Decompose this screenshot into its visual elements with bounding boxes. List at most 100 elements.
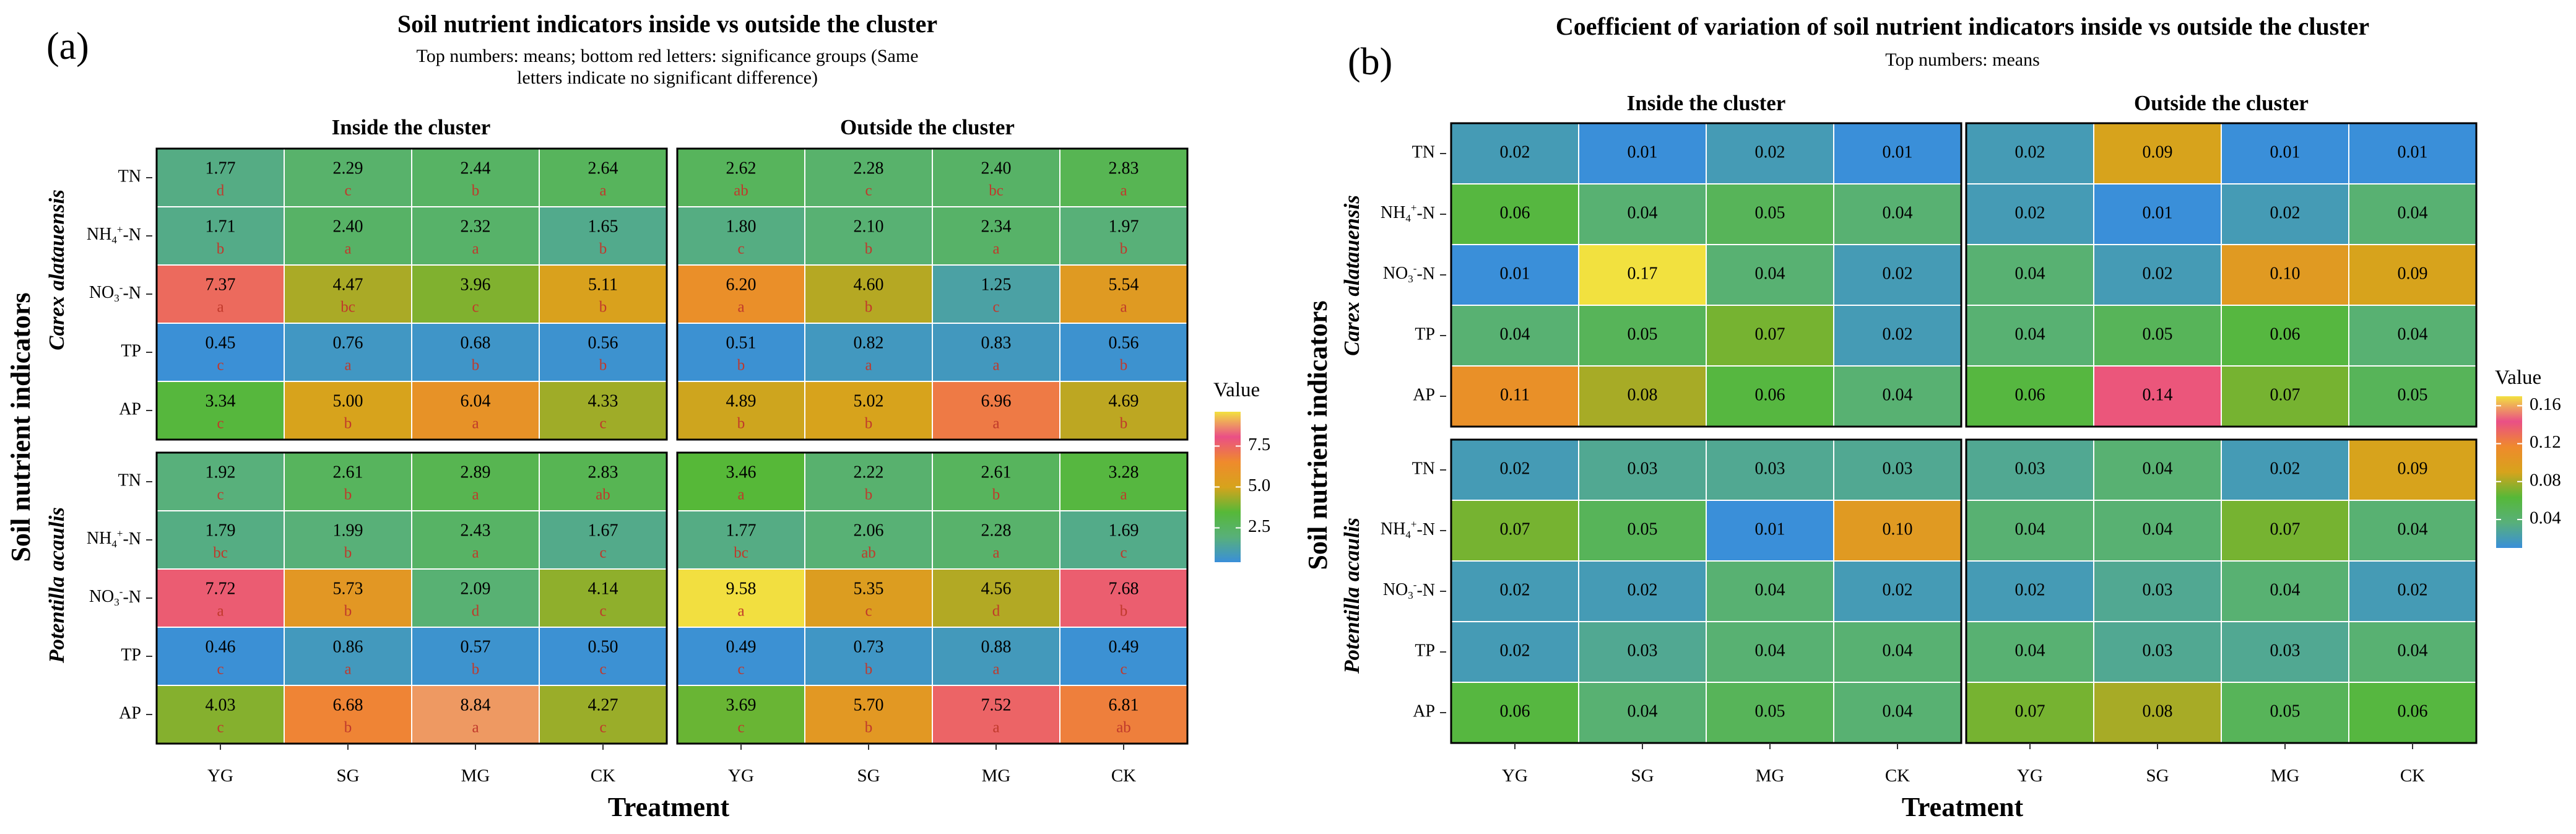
- heatmap-cell-group: d: [992, 602, 1000, 619]
- heatmap-cell: [2093, 500, 2222, 562]
- heatmap-cell-value: 0.02: [1883, 580, 1913, 599]
- heatmap-cell: [539, 510, 667, 570]
- heatmap-cell-group: ab: [861, 544, 876, 561]
- heatmap-cell-group: a: [217, 602, 223, 619]
- heatmap-cell: [539, 264, 667, 324]
- facet-border: [155, 147, 668, 441]
- panel-a-heatmap-facets: 1.77 d 2.29 c 2.44 b 2.64 a 1.71 b 2.40 a 2.32 a 1.65 b…: [155, 147, 1189, 745]
- heatmap-cell-group: b: [865, 298, 873, 315]
- heatmap-cell-value: 0.05: [1755, 702, 1785, 721]
- heatmap-cell-group: b: [865, 486, 873, 503]
- heatmap-cell: [2093, 305, 2222, 367]
- heatmap-cell: [932, 452, 1060, 511]
- heatmap-cell-value: 5.70: [854, 695, 884, 715]
- heatmap-cell: [1966, 244, 2094, 306]
- heatmap-cell-value: 0.02: [1500, 142, 1530, 162]
- heatmap-cell: [1059, 264, 1188, 324]
- heatmap-cell: [1706, 621, 1834, 683]
- heatmap-cell-value: 3.69: [726, 695, 757, 715]
- heatmap-cell-value: 0.86: [333, 637, 363, 656]
- facet-border: [1965, 122, 2478, 428]
- heatmap-cell: [1578, 123, 1707, 185]
- heatmap-cell: [411, 510, 540, 570]
- heatmap-cell: [539, 627, 667, 686]
- heatmap-cell: [1706, 439, 1834, 501]
- heatmap-cell-group: a: [992, 240, 999, 257]
- y-tick-label: NH4+-N: [87, 528, 141, 550]
- heatmap-cell: [2221, 500, 2349, 562]
- heatmap-cell-value: 4.56: [981, 579, 1012, 598]
- heatmap-cell-group: a: [344, 240, 351, 257]
- heatmap-cell-group: b: [599, 298, 607, 315]
- heatmap-cell-group: b: [344, 602, 352, 619]
- heatmap-cell-value: 0.45: [206, 333, 236, 352]
- heatmap-facet: 2.62ab2.28c2.40bc2.83a1.80c2.10b2.34a1.9…: [676, 147, 1189, 441]
- heatmap-cell-value: 0.06: [2398, 702, 2428, 721]
- heatmap-cell-value: 0.04: [2398, 324, 2428, 344]
- heatmap-cell-group: b: [344, 415, 352, 432]
- panel-b-legend-title: Value: [2495, 367, 2541, 389]
- heatmap-cell: [804, 627, 933, 686]
- heatmap-cell-group: b: [737, 357, 745, 373]
- heatmap-cell: [284, 264, 412, 324]
- heatmap-cell: [156, 148, 285, 207]
- x-tick-label: MG: [461, 766, 490, 786]
- panel-b-legend-ticks: 0.16 0.12 0.08 0.04: [2496, 394, 2561, 528]
- heatmap-cell-value: 2.29: [333, 159, 363, 178]
- heatmap-cell-value: 0.01: [1755, 519, 1785, 539]
- heatmap-cell-value: 0.51: [726, 333, 757, 352]
- y-tick-label: TP: [1415, 641, 1435, 660]
- panel-a-title: Soil nutrient indicators inside vs outsi…: [397, 10, 937, 38]
- heatmap-cell-group: bc: [734, 544, 748, 561]
- heatmap-cell-group: a: [472, 240, 479, 257]
- heatmap-cell-value: 1.65: [588, 217, 618, 236]
- panel-a-legend-title: Value: [1213, 379, 1260, 401]
- heatmap-cell-group: c: [1120, 544, 1127, 561]
- heatmap-cell-value: 0.10: [1883, 519, 1913, 539]
- heatmap-cell-value: 6.96: [981, 391, 1012, 410]
- facet-border: [1965, 438, 2478, 744]
- heatmap-cell: [1966, 560, 2094, 622]
- heatmap-cell-value: 1.97: [1109, 217, 1139, 236]
- heatmap-cell-group: b: [992, 486, 1000, 503]
- panel-a-ylabel: Soil nutrient indicators: [6, 292, 36, 562]
- facet-border: [1450, 438, 1962, 744]
- heatmap-cell-value: 1.80: [726, 217, 757, 236]
- heatmap-cell-value: 1.67: [588, 521, 618, 540]
- heatmap-cell-value: 5.73: [333, 579, 363, 598]
- heatmap-cell-group: c: [599, 661, 606, 677]
- heatmap-cell-value: 0.04: [2015, 641, 2045, 660]
- heatmap-cell: [804, 148, 933, 207]
- heatmap-cell-group: a: [992, 357, 999, 373]
- heatmap-cell: [932, 381, 1060, 440]
- heatmap-cell-value: 5.11: [588, 275, 618, 294]
- heatmap-cell: [539, 323, 667, 382]
- heatmap-cell-value: 0.09: [2398, 459, 2428, 478]
- heatmap-cell: [2221, 682, 2349, 744]
- panel-a-x-ticks: YG SG MG CK YG SG MG CK: [207, 744, 1136, 786]
- heatmap-cell-group: b: [865, 661, 873, 677]
- heatmap-cell: [1706, 183, 1834, 245]
- heatmap-facet: 3.46a2.22b2.61b3.28a1.77bc2.06ab2.28a1.6…: [676, 451, 1189, 745]
- heatmap-cell: [1451, 500, 1579, 562]
- heatmap-cell-group: a: [865, 357, 872, 373]
- x-tick-label: YG: [728, 766, 754, 786]
- heatmap-cell-value: 0.11: [1500, 385, 1530, 404]
- heatmap-cell-group: c: [217, 357, 223, 373]
- heatmap-cell: [2093, 365, 2222, 427]
- y-tick-label: TP: [1415, 324, 1435, 344]
- heatmap-cell-value: 0.02: [2398, 580, 2428, 599]
- heatmap-cell-value: 0.10: [2270, 264, 2301, 283]
- heatmap-cell: [677, 510, 805, 570]
- heatmap-cell-value: 0.02: [2015, 142, 2045, 162]
- heatmap-cell: [2093, 621, 2222, 683]
- heatmap-cell-group: a: [992, 661, 999, 677]
- heatmap-cell-group: b: [599, 357, 607, 373]
- heatmap-cell-group: c: [992, 298, 999, 315]
- heatmap-cell-value: 0.02: [1500, 580, 1530, 599]
- heatmap-cell-value: 0.03: [2015, 459, 2045, 478]
- heatmap-cell-group: a: [472, 719, 479, 736]
- heatmap-cell-value: 2.28: [981, 521, 1012, 540]
- heatmap-cell-group: c: [599, 602, 606, 619]
- heatmap-cell-value: 4.69: [1109, 391, 1139, 410]
